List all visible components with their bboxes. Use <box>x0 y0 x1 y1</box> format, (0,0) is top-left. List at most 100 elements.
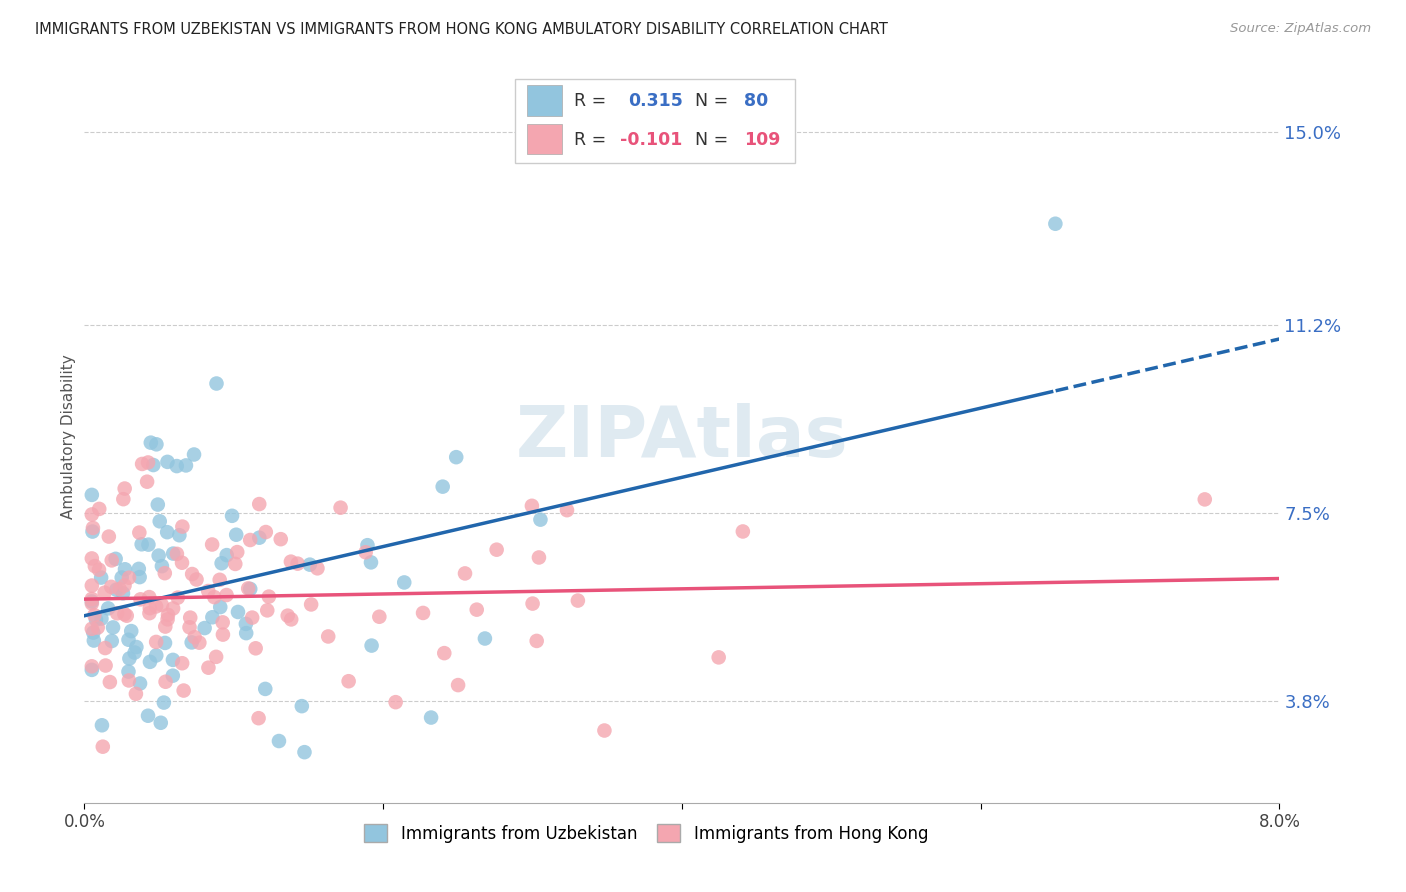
Point <box>100 580 122 594</box>
Point <box>170 556 193 570</box>
Point <box>245 641 267 656</box>
Point <box>169 528 191 542</box>
Point <box>329 500 352 515</box>
Point <box>129 676 152 690</box>
Point <box>731 524 754 539</box>
Point <box>83 559 105 574</box>
Point <box>153 696 176 710</box>
FancyBboxPatch shape <box>527 124 562 154</box>
Point <box>80 591 103 606</box>
Point <box>188 635 211 649</box>
Point <box>125 687 148 701</box>
Point <box>474 632 496 646</box>
Point <box>97 601 120 615</box>
Point <box>149 715 172 730</box>
Point <box>555 503 578 517</box>
Point <box>91 718 114 732</box>
Point <box>307 561 329 575</box>
Point <box>412 606 434 620</box>
Point <box>128 562 150 576</box>
Point <box>80 622 103 636</box>
Point <box>212 627 235 641</box>
Point <box>205 649 228 664</box>
Point <box>156 525 179 540</box>
Point <box>166 591 188 605</box>
Point <box>162 601 184 615</box>
Point <box>432 480 454 494</box>
Point <box>80 551 103 566</box>
Point <box>114 482 136 496</box>
Point <box>179 620 201 634</box>
Y-axis label: Ambulatory Disability: Ambulatory Disability <box>60 355 76 519</box>
Point <box>155 619 177 633</box>
Point <box>529 513 551 527</box>
Point <box>94 658 117 673</box>
Point <box>211 556 233 570</box>
Point <box>247 497 270 511</box>
Point <box>211 615 233 630</box>
Text: 80: 80 <box>744 93 768 111</box>
Point <box>201 537 224 551</box>
Point <box>104 552 127 566</box>
Point <box>208 573 231 587</box>
Point <box>166 547 188 561</box>
Point <box>316 630 339 644</box>
Point <box>356 538 378 552</box>
Point <box>354 545 377 559</box>
Point <box>108 582 131 596</box>
Point <box>87 563 110 577</box>
Point <box>138 606 160 620</box>
Text: Source: ZipAtlas.com: Source: ZipAtlas.com <box>1230 22 1371 36</box>
Point <box>80 508 103 522</box>
Point <box>226 605 249 619</box>
Point <box>98 675 121 690</box>
Point <box>136 475 159 489</box>
Point <box>567 593 589 607</box>
Point <box>162 653 184 667</box>
Point <box>118 673 141 688</box>
Text: R =: R = <box>575 93 612 111</box>
Point <box>433 646 456 660</box>
Point <box>80 659 103 673</box>
Point <box>139 655 162 669</box>
Point <box>707 650 730 665</box>
Point <box>114 562 136 576</box>
Point <box>153 566 176 581</box>
Point <box>145 437 167 451</box>
Point <box>125 640 148 654</box>
Point <box>80 597 103 611</box>
Point <box>238 582 260 596</box>
FancyBboxPatch shape <box>527 85 562 116</box>
Point <box>368 609 391 624</box>
Point <box>186 573 208 587</box>
Point <box>257 590 280 604</box>
Point <box>118 651 141 665</box>
Point <box>485 542 508 557</box>
Point <box>93 585 115 599</box>
Point <box>82 521 104 535</box>
Point <box>256 603 278 617</box>
Point <box>105 582 128 597</box>
Point <box>150 559 173 574</box>
Point <box>235 616 257 631</box>
Point <box>105 607 128 621</box>
Point <box>80 488 103 502</box>
Point <box>201 610 224 624</box>
Point <box>209 600 232 615</box>
Point <box>202 590 225 604</box>
Point <box>420 710 443 724</box>
Point <box>183 448 205 462</box>
Point <box>82 625 104 640</box>
Point <box>194 621 217 635</box>
Point <box>136 708 159 723</box>
Point <box>145 635 167 649</box>
Point <box>298 558 321 572</box>
Point <box>299 598 322 612</box>
Point <box>153 636 176 650</box>
Point <box>254 681 277 696</box>
Point <box>173 683 195 698</box>
Point <box>247 531 270 545</box>
Point <box>90 571 112 585</box>
Point <box>270 532 292 546</box>
Point <box>155 674 177 689</box>
